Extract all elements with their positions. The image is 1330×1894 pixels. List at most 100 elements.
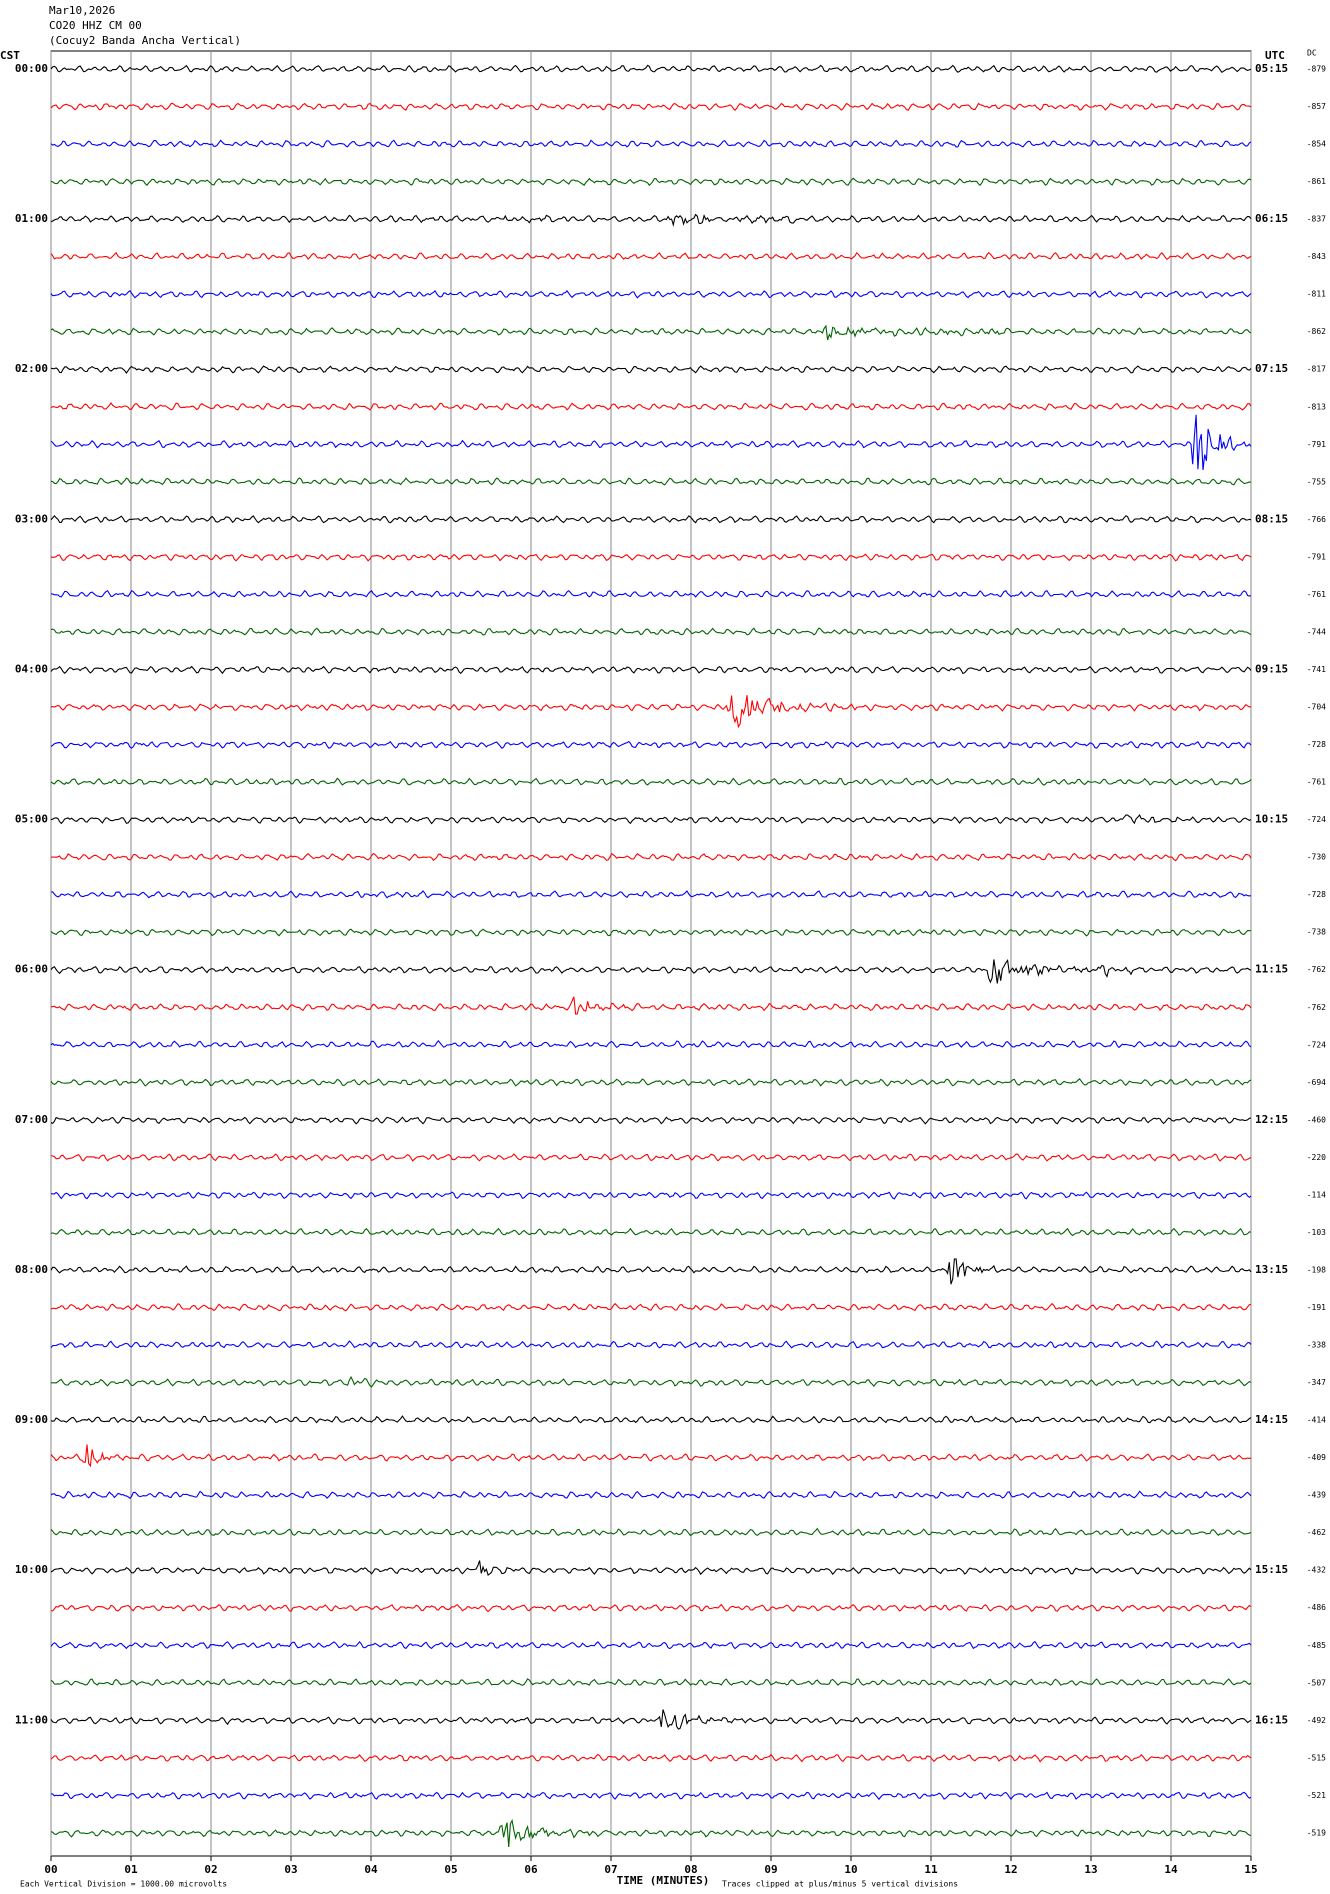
plot-frame (50, 50, 1252, 1857)
trace (50, 177, 1252, 187)
x-tick-label: 06 (524, 1863, 538, 1876)
cst-label: 02:00 (15, 362, 48, 375)
dc-value: -862 (1307, 327, 1326, 336)
time-axis-title: TIME (MINUTES) (617, 1874, 710, 1887)
cst-label: 06:00 (15, 963, 48, 976)
trace (50, 1490, 1252, 1500)
dc-value: -762 (1307, 965, 1326, 974)
dc-value: -414 (1307, 1416, 1326, 1425)
utc-label: 09:15 (1255, 662, 1288, 675)
x-tick-label: 10 (844, 1863, 857, 1876)
dc-value: -507 (1307, 1678, 1326, 1687)
cst-label: 07:00 (15, 1113, 48, 1126)
cst-label: 10:00 (15, 1563, 48, 1576)
cst-label: 08:00 (15, 1263, 48, 1276)
clip-note: Traces clipped at plus/minus 5 vertical … (722, 1880, 958, 1889)
trace (50, 324, 1252, 341)
trace (50, 365, 1252, 374)
cst-label: 00:00 (15, 62, 48, 75)
x-tick-label: 00 (44, 1863, 57, 1876)
dc-value: -857 (1307, 102, 1326, 111)
trace (50, 1227, 1252, 1237)
dc-value: -338 (1307, 1341, 1326, 1350)
trace (50, 695, 1252, 729)
trace (50, 1753, 1252, 1763)
trace (50, 1678, 1252, 1687)
dc-value: -114 (1307, 1190, 1326, 1199)
dc-title: DC (1307, 49, 1317, 58)
utc-label: 07:15 (1255, 362, 1288, 375)
trace (50, 139, 1252, 148)
trace (50, 1527, 1252, 1537)
trace (50, 290, 1252, 299)
trace (50, 251, 1252, 261)
dc-value: -861 (1307, 177, 1326, 186)
utc-label: 06:15 (1255, 212, 1288, 225)
x-tick-label: 04 (364, 1863, 378, 1876)
trace (50, 414, 1252, 471)
dc-value: -837 (1307, 215, 1326, 224)
trace (50, 1039, 1252, 1049)
dc-value: -762 (1307, 1003, 1326, 1012)
dc-value: -730 (1307, 853, 1326, 862)
trace (50, 1077, 1252, 1087)
trace (50, 1603, 1252, 1613)
utc-label: 13:15 (1255, 1263, 1288, 1276)
trace (50, 890, 1252, 899)
trace (50, 1818, 1252, 1847)
dc-value: -191 (1307, 1303, 1326, 1312)
dc-value: -766 (1307, 515, 1326, 524)
trace (50, 627, 1252, 636)
trace (50, 102, 1252, 112)
trace (50, 928, 1252, 937)
trace (50, 813, 1252, 825)
x-tick-label: 11 (924, 1863, 938, 1876)
dc-value: -791 (1307, 440, 1326, 449)
trace (50, 777, 1252, 786)
x-tick-label: 09 (764, 1863, 777, 1876)
dc-value: -515 (1307, 1753, 1326, 1762)
x-tick-label: 01 (124, 1863, 138, 1876)
trace (50, 958, 1252, 984)
dc-value: -738 (1307, 928, 1326, 937)
x-tick-label: 13 (1084, 1863, 1097, 1876)
dc-value: -103 (1307, 1228, 1326, 1237)
x-tick-label: 03 (284, 1863, 297, 1876)
cst-label: 05:00 (15, 813, 48, 826)
date: Mar10,2026 (49, 4, 115, 17)
trace (50, 852, 1252, 862)
trace (50, 514, 1252, 524)
dc-value: -741 (1307, 665, 1326, 674)
trace (50, 553, 1252, 562)
trace (50, 1340, 1252, 1349)
dc-value: -519 (1307, 1828, 1326, 1837)
dc-value: -854 (1307, 140, 1326, 149)
trace (50, 1258, 1252, 1285)
dc-value: -347 (1307, 1378, 1326, 1387)
dc-value: -462 (1307, 1528, 1326, 1537)
utc-label: 05:15 (1255, 62, 1288, 75)
trace (50, 1791, 1252, 1801)
trace (50, 213, 1252, 227)
dc-value: -439 (1307, 1491, 1326, 1500)
dc-value: -432 (1307, 1566, 1326, 1575)
trace (50, 589, 1252, 598)
dc-value: -694 (1307, 1078, 1326, 1087)
dc-value: -761 (1307, 778, 1326, 787)
trace (50, 1153, 1252, 1162)
cst-label: 04:00 (15, 662, 48, 675)
x-tick-label: 02 (204, 1863, 217, 1876)
utc-label: 16:15 (1255, 1713, 1288, 1726)
cst-label: 11:00 (15, 1713, 48, 1726)
dc-value: -843 (1307, 252, 1326, 261)
trace (50, 665, 1252, 675)
trace (50, 996, 1252, 1015)
dc-value: -817 (1307, 365, 1326, 374)
dc-value: -485 (1307, 1641, 1326, 1650)
dc-value: -761 (1307, 590, 1326, 599)
dc-value: -728 (1307, 890, 1326, 899)
x-tick-label: 12 (1004, 1863, 1017, 1876)
dc-value: -521 (1307, 1791, 1326, 1800)
trace (50, 1560, 1252, 1577)
station: CO20 HHZ CM 00 (49, 19, 142, 32)
